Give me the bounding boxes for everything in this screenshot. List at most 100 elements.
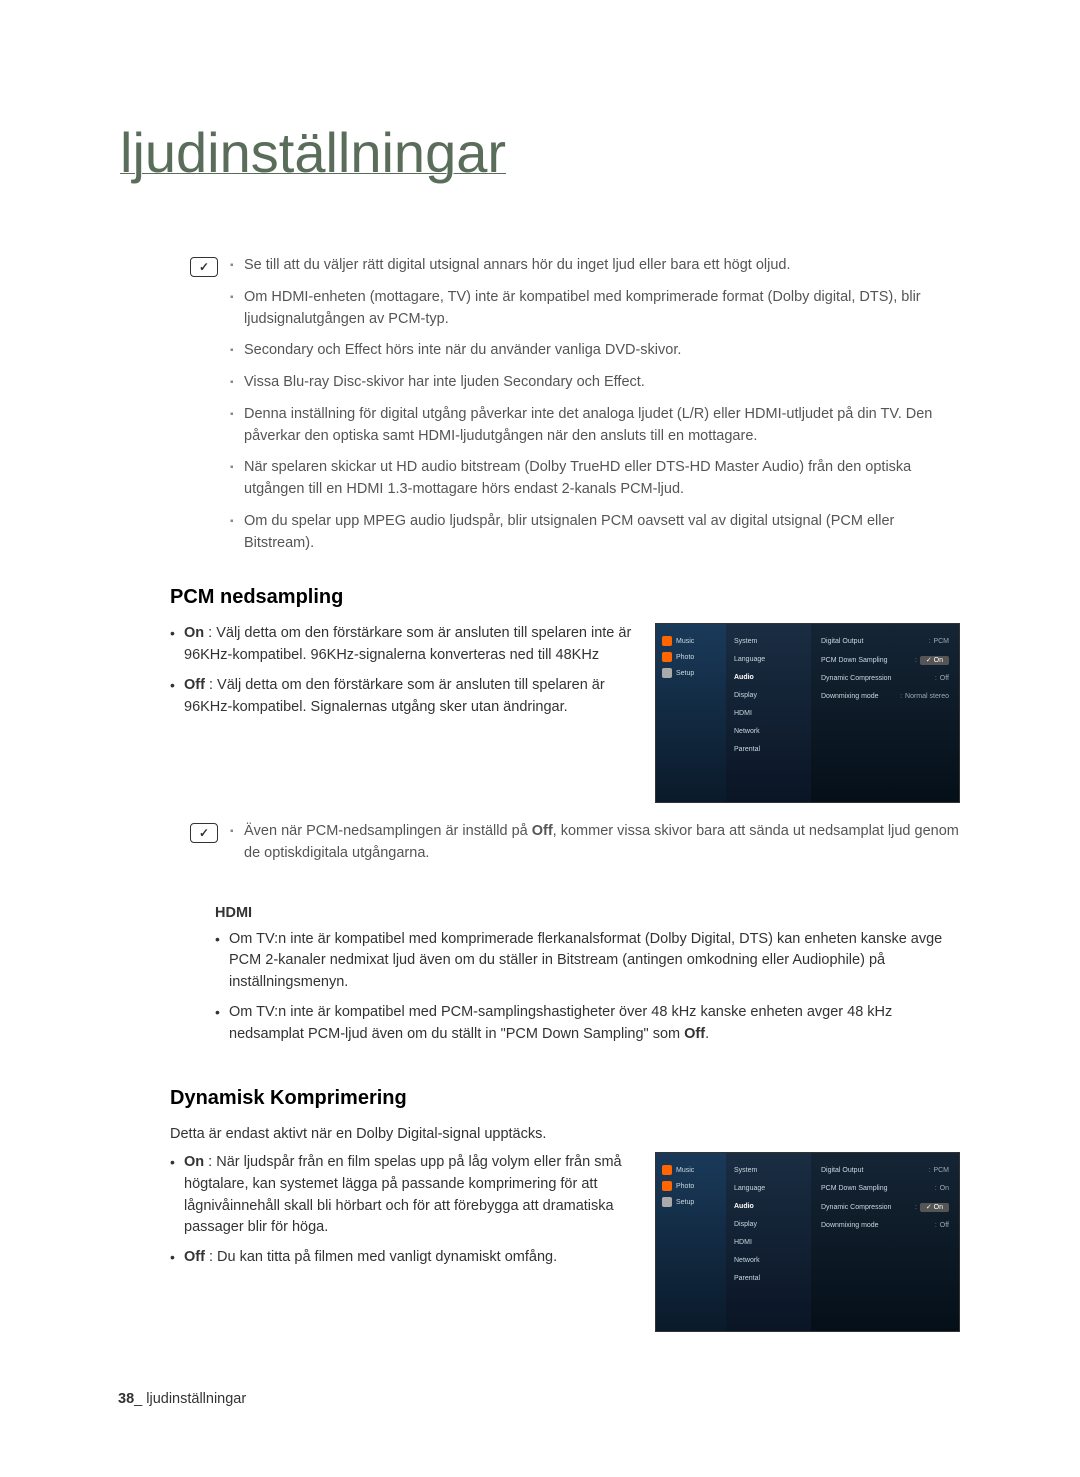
setup-icon [662,668,672,678]
ss-right-panel: Digital Output:PCMPCM Down Sampling:OnDy… [811,1153,959,1331]
ss-mid-item: Parental [734,1275,803,1282]
ss-mid-item: Display [734,692,803,699]
ss-colon: : [928,1167,930,1174]
note-icon [190,823,218,843]
ss-setting-value: ✓ On [920,1203,949,1212]
pcm-on-label: On [184,625,204,641]
music-icon [662,1165,672,1175]
ss-left-label: Setup [676,1199,694,1206]
dynamic-off-item: Off : Du kan titta på filmen med vanligt… [170,1247,637,1269]
ss-setting-row: Dynamic Compression:Off [821,675,949,682]
pcm-off-item: Off : Välj detta om den förstärkare som … [170,675,637,719]
dynamic-screenshot: Music Photo Setup System Language Audio Displa… [655,1152,960,1332]
pcm-on-text: : Välj detta om den förstärkare som är a… [184,625,631,663]
pcm-off-text: : Välj detta om den förstärkare som är a… [184,677,605,715]
photo-icon [662,652,672,662]
dynamic-on-text: : När ljudspår från en film spelas upp p… [184,1154,622,1235]
ss-mid-item: System [734,638,803,645]
photo-icon [662,1181,672,1191]
ss-colon: : [915,1204,917,1211]
ss-setting-row: Downmixing mode:Off [821,1222,949,1229]
dynamic-title: Dynamisk Komprimering [170,1087,960,1110]
top-note-item: Om HDMI-enheten (mottagare, TV) inte är … [230,287,960,331]
ss-colon: : [900,693,902,700]
pcm-on-item: On : Välj detta om den förstärkare som ä… [170,623,637,667]
dynamic-on-label: On [184,1154,204,1170]
ss-setting-value: PCM [933,638,949,645]
ss-left-item: Setup [662,1197,720,1207]
ss-mid-item: Display [734,1221,803,1228]
hdmi-item1: Om TV:n inte är kompatibel med komprimer… [215,929,960,994]
ss-mid-item: Network [734,1257,803,1264]
ss-colon: : [935,1222,937,1229]
ss-colon: : [935,1185,937,1192]
dynamic-section: On : När ljudspår från en film spelas up… [170,1152,960,1332]
dynamic-off-label: Off [184,1249,205,1265]
ss-mid-item: HDMI [734,710,803,717]
hdmi-title: HDMI [215,903,960,925]
ss-setting-row: Dynamic Compression:✓ On [821,1203,949,1211]
dynamic-text: On : När ljudspår från en film spelas up… [170,1152,637,1332]
ss-left-item: Music [662,1165,720,1175]
ss-left-label: Music [676,1167,694,1174]
pcm-note-block: Även när PCM-nedsamplingen är inställd p… [190,821,960,875]
ss-setting-row: Digital Output:PCM [821,1167,949,1174]
dynamic-on-item: On : När ljudspår från en film spelas up… [170,1152,637,1239]
note-icon [190,257,218,277]
pcm-screenshot: MusicPhotoSetupSystemLanguageAudioDispla… [655,623,960,803]
pcm-note-list: Även när PCM-nedsamplingen är inställd p… [230,821,960,875]
ss-left-item: Music [662,636,720,646]
ss-setting-value: Off [940,1222,949,1229]
top-note-item: Secondary och Effect hörs inte när du an… [230,340,960,362]
setup-icon [662,1197,672,1207]
ss-mid-panel: System Language Audio Display HDMI Network Par… [726,1153,811,1331]
ss-mid-item: Language [734,1185,803,1192]
ss-setting-label: Digital Output [821,1167,863,1174]
ss-setting-value: On [940,1185,949,1192]
ss-setting-label: PCM Down Sampling [821,657,888,664]
ss-mid-item: Audio [734,1203,803,1210]
ss-mid-item: System [734,1167,803,1174]
ss-setting-row: Digital Output:PCM [821,638,949,645]
hdmi-item2-post: . [705,1026,709,1042]
ss-left-panel: Music Photo Setup [656,624,726,802]
ss-setting-label: Dynamic Compression [821,675,891,682]
ss-left-item: Setup [662,668,720,678]
top-note-item: Denna inställning för digital utgång påv… [230,404,960,448]
page-number: 38 [118,1391,134,1407]
pcm-note-pre: Även när PCM-nedsamplingen är inställd p… [244,823,532,839]
hdmi-item2-pre: Om TV:n inte är kompatibel med PCM-sampl… [229,1004,892,1042]
ss-left-panel: Music Photo Setup [656,1153,726,1331]
hdmi-item2: Om TV:n inte är kompatibel med PCM-sampl… [215,1002,960,1046]
ss-left-label: Photo [676,654,694,661]
page-title: ljudinställningar [120,120,960,185]
ss-setting-value: Normal stereo [905,693,949,700]
ss-setting-row: PCM Down Sampling:✓ On [821,656,949,664]
top-notes-list: Se till att du väljer rätt digital utsig… [230,255,960,564]
pcm-title: PCM nedsampling [170,586,960,609]
ss-colon: : [935,675,937,682]
ss-mid-item: Parental [734,746,803,753]
footer-text: ljudinställningar [146,1391,246,1407]
footer-sep: _ [134,1391,142,1407]
ss-left-label: Setup [676,670,694,677]
ss-setting-value: ✓ On [920,656,949,665]
ss-setting-value: PCM [933,1167,949,1174]
ss-left-item: Photo [662,652,720,662]
ss-mid-item: Audio [734,674,803,681]
pcm-off-label: Off [184,677,205,693]
ss-setting-label: PCM Down Sampling [821,1185,888,1192]
dynamic-intro: Detta är endast aktivt när en Dolby Digi… [170,1124,960,1146]
ss-left-item: Photo [662,1181,720,1191]
page-footer: 38_ ljudinställningar [118,1391,246,1407]
pcm-note-off: Off [532,823,553,839]
pcm-text: On : Välj detta om den förstärkare som ä… [170,623,637,803]
ss-left-label: Photo [676,1183,694,1190]
ss-setting-label: Digital Output [821,638,863,645]
dynamic-off-text: : Du kan titta på filmen med vanligt dyn… [205,1249,557,1265]
top-note-item: Vissa Blu-ray Disc-skivor har inte ljude… [230,372,960,394]
ss-setting-row: Downmixing mode:Normal stereo [821,693,949,700]
ss-mid-item: HDMI [734,1239,803,1246]
ss-colon: : [928,638,930,645]
pcm-note: Även när PCM-nedsamplingen är inställd p… [230,821,960,865]
